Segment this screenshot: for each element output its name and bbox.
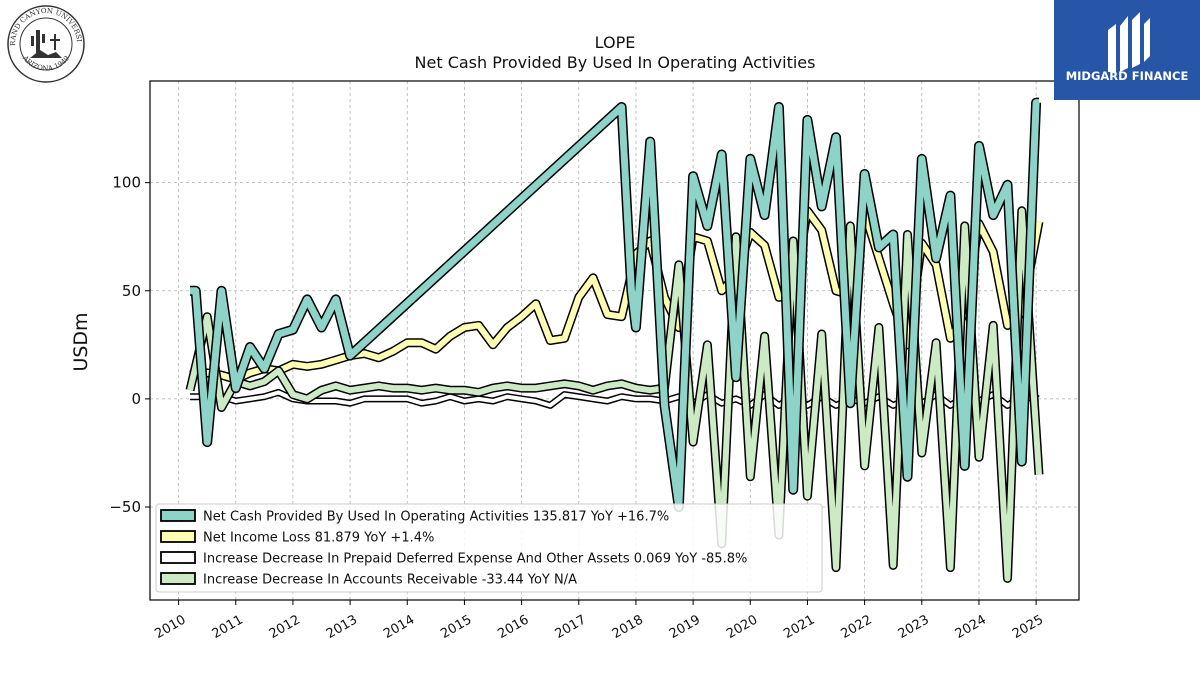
- x-tick-label: 2025: [1010, 612, 1046, 642]
- brand-name: MIDGARD FINANCE: [1066, 69, 1189, 83]
- x-tick-label: 2021: [781, 612, 817, 642]
- x-tick-label: 2016: [495, 612, 531, 642]
- legend-entry-3: Increase Decrease In Prepaid Deferred Ex…: [160, 551, 747, 567]
- x-tick-label: 2014: [381, 612, 417, 642]
- x-tick-label: 2013: [324, 612, 360, 642]
- legend-entry-1: Net Cash Provided By Used In Operating A…: [160, 509, 669, 525]
- x-tick-label: 2017: [553, 612, 589, 642]
- y-tick-label: 100: [112, 174, 141, 192]
- legend-swatch: [160, 509, 196, 522]
- university-seal-icon: GRAND CANYON UNIVERSITY ARIZONA 1949: [0, 0, 85, 83]
- y-axis-label: USDm: [70, 312, 92, 371]
- legend-label: Net Cash Provided By Used In Operating A…: [203, 510, 669, 525]
- x-tick-label: 2024: [953, 612, 989, 642]
- legend: Net Cash Provided By Used In Operating A…: [155, 503, 823, 593]
- plot-frame: [149, 80, 1080, 601]
- midgard-finance-logo: MIDGARD FINANCE: [1054, 0, 1200, 100]
- legend-swatch: [160, 551, 196, 564]
- chart-title: LOPE: [595, 33, 636, 52]
- y-tick-label: 50: [122, 282, 141, 300]
- y-tick-label: −50: [109, 498, 141, 516]
- series-layer: [185, 97, 1044, 583]
- x-tick-label: 2010: [152, 612, 188, 642]
- x-axis-ticks: 2010 2011 2012 2013 2014 2015 2016 2017 2018 2019…: [152, 600, 1046, 642]
- x-tick-label: 2019: [667, 612, 703, 642]
- series-line: [187, 207, 1042, 582]
- x-tick-label: 2011: [210, 612, 246, 642]
- x-tick-label: 2015: [438, 612, 474, 642]
- series-line: [190, 390, 1040, 408]
- x-tick-label: 2020: [724, 612, 760, 642]
- x-tick-label: 2023: [896, 612, 932, 642]
- legend-swatch: [160, 572, 196, 585]
- legend-frame: [155, 503, 823, 593]
- series-line: [190, 99, 1040, 511]
- series-4: [185, 206, 1044, 583]
- y-tick-label: 0: [131, 390, 141, 408]
- legend-swatch: [160, 530, 196, 543]
- legend-entry-2: Net Income Loss 81.879 YoY +1.4%: [160, 530, 434, 546]
- series-3: [190, 388, 1040, 409]
- chart-subtitle: Net Cash Provided By Used In Operating A…: [415, 53, 816, 72]
- x-tick-label: 2018: [610, 612, 646, 642]
- x-tick-label: 2022: [838, 612, 874, 642]
- midgard-logo-icon: [1108, 12, 1150, 72]
- legend-label: Increase Decrease In Prepaid Deferred Ex…: [203, 552, 747, 567]
- legend-label: Net Income Loss 81.879 YoY +1.4%: [203, 531, 434, 546]
- legend-entry-4: Increase Decrease In Accounts Receivable…: [160, 572, 577, 588]
- series-1: [190, 97, 1042, 512]
- x-tick-label: 2012: [267, 612, 303, 642]
- legend-label: Increase Decrease In Accounts Receivable…: [203, 573, 577, 588]
- y-axis-ticks: −50 0 50 100: [109, 174, 150, 516]
